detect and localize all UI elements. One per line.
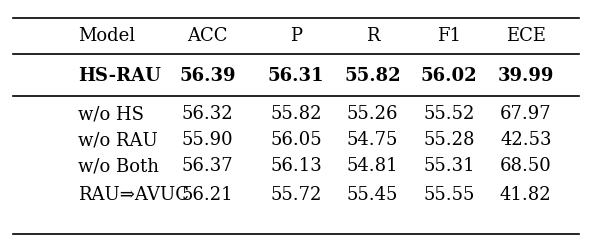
Text: 56.13: 56.13: [270, 157, 322, 175]
Text: HS-RAU: HS-RAU: [78, 67, 161, 85]
Text: F1: F1: [437, 27, 461, 45]
Text: 55.55: 55.55: [423, 186, 475, 204]
Text: 56.39: 56.39: [179, 67, 236, 85]
Text: 55.72: 55.72: [271, 186, 321, 204]
Text: 67.97: 67.97: [500, 105, 552, 123]
Text: 56.37: 56.37: [182, 157, 233, 175]
Text: 55.28: 55.28: [423, 131, 475, 149]
Text: RAU⇒AVUC: RAU⇒AVUC: [78, 186, 189, 204]
Text: Model: Model: [78, 27, 135, 45]
Text: 54.75: 54.75: [347, 131, 398, 149]
Text: 55.45: 55.45: [347, 186, 398, 204]
Text: w/o Both: w/o Both: [78, 157, 159, 175]
Text: 39.99: 39.99: [498, 67, 554, 85]
Text: 56.31: 56.31: [268, 67, 324, 85]
Text: 56.32: 56.32: [182, 105, 233, 123]
Text: 41.82: 41.82: [500, 186, 552, 204]
Text: ECE: ECE: [506, 27, 546, 45]
Text: 56.05: 56.05: [270, 131, 322, 149]
Text: 54.81: 54.81: [347, 157, 398, 175]
Text: 42.53: 42.53: [500, 131, 552, 149]
Text: w/o RAU: w/o RAU: [78, 131, 157, 149]
Text: 68.50: 68.50: [500, 157, 552, 175]
Text: R: R: [366, 27, 379, 45]
Text: P: P: [290, 27, 302, 45]
Text: 55.52: 55.52: [423, 105, 475, 123]
Text: 56.21: 56.21: [182, 186, 233, 204]
Text: w/o HS: w/o HS: [78, 105, 144, 123]
Text: 55.31: 55.31: [423, 157, 475, 175]
Text: 56.02: 56.02: [421, 67, 478, 85]
Text: ACC: ACC: [187, 27, 228, 45]
Text: 55.82: 55.82: [345, 67, 401, 85]
Text: 55.82: 55.82: [271, 105, 321, 123]
Text: 55.90: 55.90: [182, 131, 233, 149]
Text: 55.26: 55.26: [347, 105, 398, 123]
